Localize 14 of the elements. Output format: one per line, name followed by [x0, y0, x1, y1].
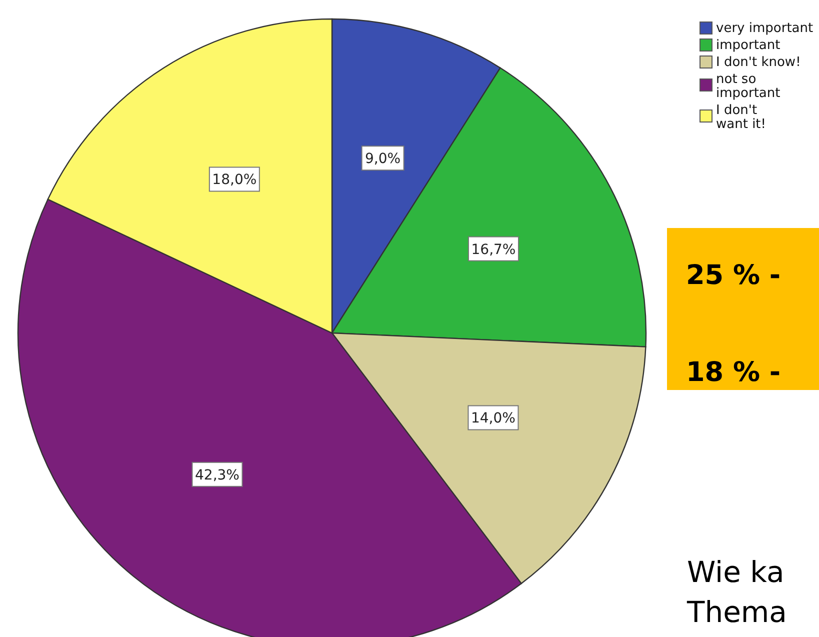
data-label: 16,7%	[471, 242, 516, 258]
data-label: 9,0%	[365, 151, 401, 168]
legend-label: not so important	[716, 72, 780, 101]
legend-label: important	[716, 38, 780, 53]
text: 18 % -	[686, 357, 781, 388]
text: 25 % -	[686, 260, 781, 291]
legend-label: very important	[716, 21, 814, 36]
legend-label: I don't want it!	[716, 103, 766, 132]
data-label: 42,3%	[195, 467, 240, 484]
text: Wie ka	[687, 555, 784, 589]
data-label: 14,0%	[470, 410, 516, 427]
data-label: 18,0%	[212, 172, 257, 188]
text: Thema	[686, 595, 787, 629]
legend-label: I don't know!	[716, 55, 801, 70]
